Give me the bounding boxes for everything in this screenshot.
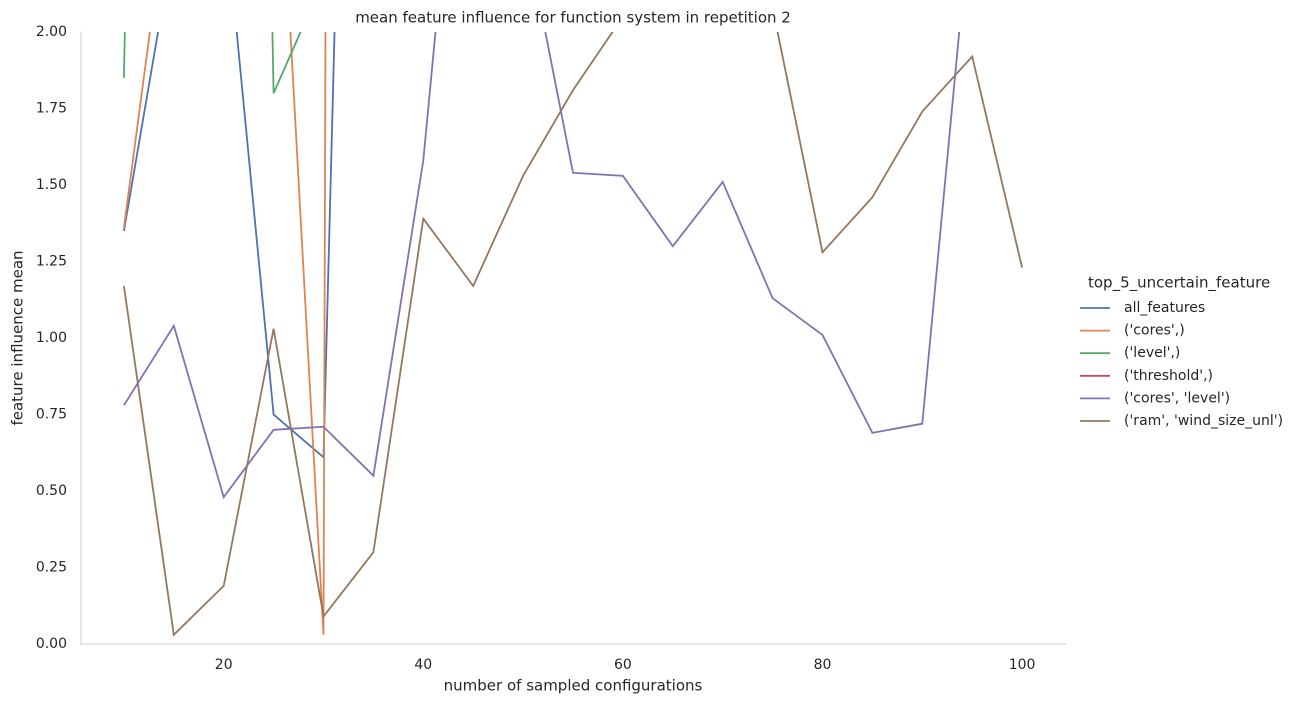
chart-title: mean feature influence for function syst… xyxy=(355,9,791,27)
y-tick-label: 0.50 xyxy=(36,483,67,499)
series-line xyxy=(123,32,327,635)
y-tick-label: 2.00 xyxy=(36,24,67,40)
legend-label: all_features xyxy=(1124,300,1205,316)
legend-label: ('cores',) xyxy=(1124,323,1185,339)
series-line xyxy=(123,32,1023,637)
series-line xyxy=(123,32,336,460)
y-axis-label: feature influence mean xyxy=(9,250,27,425)
series-line xyxy=(123,32,302,94)
x-axis-label: number of sampled configurations xyxy=(444,677,703,695)
series-line xyxy=(123,32,961,500)
y-tick-label: 1.75 xyxy=(36,101,67,117)
legend-label: ('ram', 'wind_size_unl') xyxy=(1124,413,1283,429)
x-tick-label: 100 xyxy=(1009,657,1036,673)
legend-label: ('level',) xyxy=(1124,345,1180,361)
x-tick-label: 40 xyxy=(414,657,432,673)
legend-label: ('cores', 'level') xyxy=(1124,390,1230,406)
legend-label: ('threshold',) xyxy=(1124,368,1213,384)
x-tick-label: 60 xyxy=(614,657,632,673)
legend-title: top_5_uncertain_feature xyxy=(1088,274,1270,293)
y-tick-label: 1.50 xyxy=(36,177,67,193)
y-tick-label: 0.00 xyxy=(36,636,67,652)
x-tick-label: 80 xyxy=(814,657,832,673)
y-tick-label: 1.00 xyxy=(36,330,67,346)
y-tick-label: 1.25 xyxy=(36,254,67,270)
plot-area xyxy=(123,32,1023,637)
x-tick-label: 20 xyxy=(215,657,233,673)
y-tick-label: 0.75 xyxy=(36,407,67,423)
y-tick-label: 0.25 xyxy=(36,560,67,576)
